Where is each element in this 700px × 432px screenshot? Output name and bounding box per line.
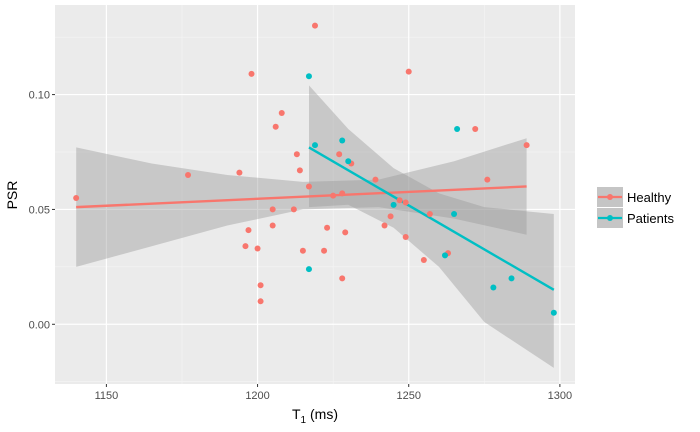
data-point-healthy bbox=[426, 211, 433, 218]
data-point-healthy bbox=[387, 213, 394, 220]
data-point-healthy bbox=[484, 176, 491, 183]
plot-panel bbox=[55, 5, 575, 384]
data-point-healthy bbox=[236, 169, 243, 176]
data-point-healthy bbox=[342, 229, 349, 236]
data-point-healthy bbox=[305, 183, 312, 190]
legend-label-patients: Patients bbox=[627, 211, 674, 226]
trend-lines bbox=[76, 146, 555, 291]
data-point-patients bbox=[312, 142, 318, 149]
data-point-healthy bbox=[402, 199, 409, 206]
data-point-patients bbox=[339, 137, 346, 144]
data-point-healthy bbox=[472, 126, 479, 133]
x-axis: 1150 1200 1250 1300 bbox=[95, 384, 572, 402]
data-point-healthy bbox=[321, 247, 328, 254]
data-point-healthy bbox=[339, 275, 346, 282]
data-point-healthy bbox=[299, 247, 306, 254]
data-point-healthy bbox=[257, 282, 264, 289]
ci-band-patients bbox=[309, 85, 554, 368]
y-tick-label: 0.10 bbox=[29, 90, 50, 102]
data-point-healthy bbox=[73, 194, 80, 201]
data-point-patients bbox=[550, 309, 557, 316]
legend-item-patients: Patients bbox=[597, 208, 674, 228]
y-axis: 0.00 0.05 0.10 bbox=[29, 90, 55, 331]
data-point-patients bbox=[345, 158, 352, 165]
data-point-healthy bbox=[269, 222, 276, 229]
data-point-healthy bbox=[257, 298, 264, 305]
x-tick-label: 1250 bbox=[396, 390, 420, 402]
data-point-healthy bbox=[312, 22, 318, 29]
data-point-healthy bbox=[336, 151, 343, 158]
x-tick-label: 1200 bbox=[245, 390, 269, 402]
data-point-healthy bbox=[372, 176, 379, 183]
data-point-healthy bbox=[402, 233, 409, 240]
trend-line-healthy bbox=[76, 185, 527, 209]
legend-label-healthy: Healthy bbox=[627, 190, 672, 205]
trend-line-patients bbox=[308, 146, 555, 291]
x-tick-label: 1300 bbox=[548, 390, 572, 402]
data-point-healthy bbox=[330, 192, 337, 199]
data-point-patients bbox=[390, 201, 397, 208]
ci-band-healthy bbox=[76, 138, 527, 267]
data-point-healthy bbox=[296, 167, 303, 174]
data-point-healthy bbox=[185, 171, 192, 178]
data-point-healthy bbox=[405, 68, 412, 75]
data-point-healthy bbox=[396, 197, 403, 204]
data-point-healthy bbox=[242, 243, 249, 250]
data-point-healthy bbox=[290, 206, 297, 213]
data-point-patients bbox=[305, 266, 312, 273]
legend-item-healthy: Healthy bbox=[597, 187, 672, 207]
data-point-healthy bbox=[278, 109, 285, 116]
data-point-healthy bbox=[254, 245, 261, 252]
data-point-patients bbox=[451, 211, 458, 218]
data-point-healthy bbox=[248, 70, 255, 77]
data-point-patients bbox=[442, 252, 448, 259]
data-point-healthy bbox=[339, 190, 346, 197]
y-tick-label: 0.05 bbox=[29, 204, 50, 216]
y-axis-title: PSR bbox=[4, 181, 20, 210]
y-tick-label: 0.00 bbox=[29, 319, 50, 331]
data-point-healthy bbox=[269, 206, 276, 213]
data-point-patients bbox=[508, 275, 515, 282]
data-point-healthy bbox=[324, 224, 331, 231]
data-point-patients bbox=[490, 284, 497, 291]
x-axis-title: T1 (ms) bbox=[292, 406, 338, 426]
data-point-patients bbox=[305, 73, 312, 80]
data-point-healthy bbox=[293, 151, 300, 158]
data-point-healthy bbox=[381, 222, 388, 229]
data-points bbox=[73, 22, 557, 316]
data-point-healthy bbox=[245, 227, 252, 234]
confidence-bands bbox=[76, 85, 554, 368]
data-point-healthy bbox=[420, 256, 427, 263]
data-point-healthy bbox=[523, 142, 530, 149]
data-point-patients bbox=[454, 126, 461, 133]
data-point-healthy bbox=[272, 123, 279, 130]
major-gridlines bbox=[55, 5, 575, 384]
legend: Healthy Patients bbox=[597, 187, 674, 228]
x-tick-label: 1150 bbox=[95, 390, 119, 402]
